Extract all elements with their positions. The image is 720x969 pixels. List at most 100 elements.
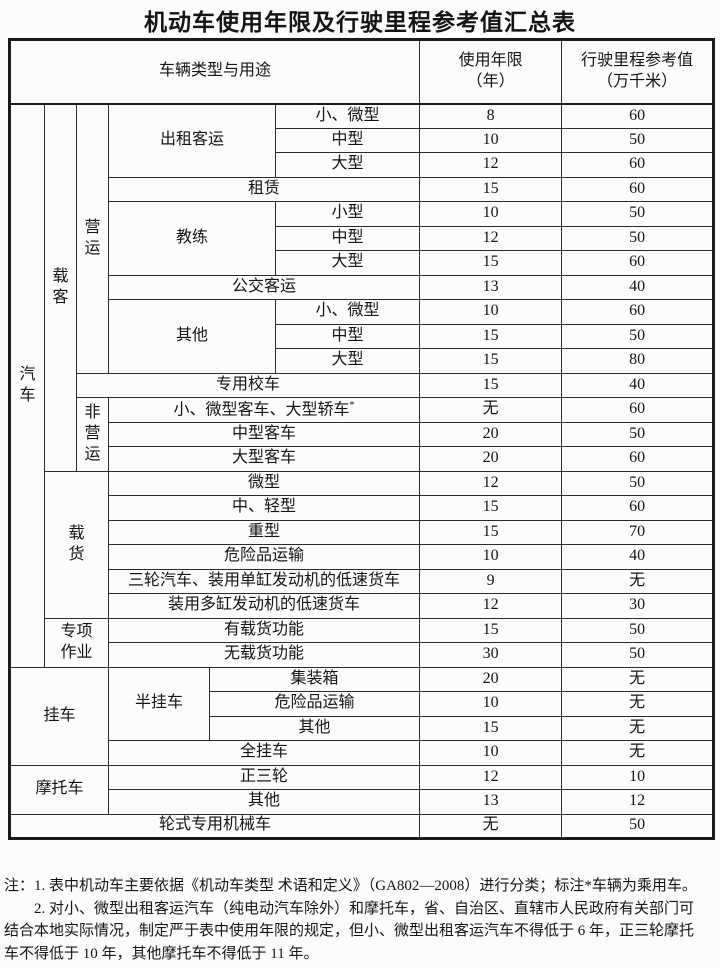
footnote-line: 2. 对小、微型出租客运汽车（纯电动汽车除外）和摩托车，省、自治区、直辖市人民政… (34, 900, 695, 917)
page-title: 机动车使用年限及行驶里程参考值汇总表 (144, 10, 576, 35)
cell-category-label: 三轮汽车、装用单缸发动机的低速货车 (107, 568, 421, 594)
table-row: 挂车 半挂车 集装箱 20 无 (9, 666, 715, 766)
cell-mileage-value: 50 (561, 127, 715, 153)
cell-category-label: 载 客 (44, 103, 77, 472)
cell-mileage-value: 无 (561, 666, 715, 692)
cell-years-value: 15 (419, 348, 563, 374)
cell-category-label: 非 营 运 (76, 397, 109, 472)
vehicle-life-mileage-table: 车辆类型与用途 使用年限 （年） 行驶里程参考值 （万千米） 汽 车载 客营 运… (8, 38, 716, 840)
table-row: 其他 小、微型 10 60 (10, 299, 715, 374)
cell-mileage-value: 60 (561, 176, 715, 202)
cell-years-value: 20 (419, 421, 563, 447)
table-row: 中型 15 50 (10, 323, 715, 349)
table-row: 全挂车 10 无 (10, 740, 715, 766)
cell-category-label: 其他 (107, 789, 421, 815)
table-row: 专项 作业 有载货功能 15 50 (10, 617, 715, 668)
cell-mileage-value: 50 (561, 323, 715, 349)
cell-years-value: 15 (419, 176, 563, 202)
cell-mileage-value: 10 (561, 764, 715, 790)
cell-category-label: 小、微型 (274, 299, 421, 325)
cell-years-value: 10 (419, 201, 563, 227)
cell-years-value: 12 (419, 152, 563, 178)
cell-mileage-value: 无 (561, 715, 715, 741)
footnote-line: 结合本地实际情况，制定严于表中使用年限的规定，但小、微型出租客运汽车不得低于 6… (4, 923, 695, 939)
cell-years-value: 10 (419, 544, 563, 570)
footnote-line: 车不得低于 10 年，其他摩托车不得低于 11 年。 (4, 945, 319, 962)
cell-category-label: 半挂车 (108, 666, 210, 741)
table-row: 中型客车 20 50 (10, 421, 715, 447)
table-row: 专用校车 15 40 (10, 372, 715, 398)
cell-years-value: 无 (419, 397, 563, 423)
table-row: 装用多缸发动机的低速货车 12 30 (10, 593, 715, 619)
header-service-years: 使用年限 （年） (419, 39, 563, 105)
table-row: 危险品运输 10 无 (10, 691, 715, 717)
cell-years-value: 15 (419, 519, 563, 545)
cell-mileage-value: 40 (561, 544, 715, 570)
cell-years-value: 15 (419, 617, 563, 643)
table-row: 重型 15 70 (10, 519, 715, 545)
cell-mileage-value: 70 (561, 519, 715, 545)
cell-mileage-value: 50 (561, 225, 715, 251)
cell-years-value: 8 (419, 103, 563, 129)
table-row: 三轮汽车、装用单缸发动机的低速货车 9 无 (10, 568, 715, 594)
cell-category-label: 大型 (274, 250, 421, 276)
cell-category-label: 中型 (274, 323, 421, 349)
table-header-row: 车辆类型与用途 使用年限 （年） 行驶里程参考值 （万千米） (8, 39, 715, 105)
cell-mileage-value: 50 (561, 470, 715, 496)
cell-years-value: 12 (419, 225, 563, 251)
table-row: 大型客车 20 60 (10, 446, 715, 472)
table-row: 非 营 运小、微型客车、大型轿车* 无 60 (10, 397, 715, 472)
cell-mileage-value: 60 (561, 103, 715, 129)
cell-mileage-value: 80 (561, 348, 715, 374)
cell-category-label: 微型 (107, 470, 421, 496)
cell-category-label: 教练 (108, 201, 276, 276)
cell-category-label: 租赁 (107, 176, 421, 202)
cell-years-value: 10 (419, 691, 563, 717)
footnote-line: 注：1. 表中机动车主要依据《机动车类型 术语和定义》（GA802—2008）进… (4, 878, 697, 894)
table-row: 租赁 15 60 (10, 176, 715, 202)
table-row: 中型 10 50 (10, 127, 715, 153)
table-row: 危险品运输 10 40 (10, 544, 715, 570)
cell-years-value: 12 (419, 593, 563, 619)
cell-category-label: 摩托车 (9, 764, 109, 815)
cell-category-label: 大型 (274, 152, 421, 178)
cell-years-value: 15 (419, 323, 563, 349)
cell-category-label: 中型客车 (107, 421, 421, 447)
cell-mileage-value: 60 (561, 397, 715, 423)
cell-category-label: 中、轻型 (107, 495, 421, 521)
table-row: 中型 12 50 (10, 225, 715, 251)
cell-mileage-value: 无 (561, 568, 715, 594)
cell-category-label: 大型 (274, 348, 421, 374)
cell-category-label: 专用校车 (75, 372, 421, 398)
cell-category-label: 集装箱 (208, 666, 421, 692)
cell-category-label: 大型客车 (107, 446, 421, 472)
cell-category-label: 专项 作业 (44, 617, 109, 668)
table-row: 轮式专用机械车无 50 (8, 813, 715, 839)
table-row: 公交客运 13 40 (10, 274, 715, 300)
table-row: 载 货微型 12 50 (10, 470, 715, 619)
cell-years-value: 30 (419, 642, 563, 668)
cell-mileage-value: 40 (561, 372, 715, 398)
cell-mileage-value: 无 (561, 740, 715, 766)
table-row: 汽 车载 客营 运出租客运 小、微型 8 60 (9, 103, 715, 668)
cell-mileage-value: 60 (561, 250, 715, 276)
cell-years-value: 15 (419, 715, 563, 741)
cell-years-value: 无 (419, 813, 563, 839)
cell-mileage-value: 40 (561, 274, 715, 300)
cell-category-label: 装用多缸发动机的低速货车 (107, 593, 421, 619)
cell-category-label: 危险品运输 (208, 691, 421, 717)
cell-mileage-value: 30 (561, 593, 715, 619)
cell-years-value: 10 (419, 740, 563, 766)
cell-years-value: 13 (419, 274, 563, 300)
table-row: 教练 小型 10 50 (10, 201, 715, 276)
header-vehicle-type: 车辆类型与用途 (8, 39, 421, 105)
cell-category-label: 汽 车 (9, 103, 45, 668)
cell-category-label: 重型 (107, 519, 421, 545)
cell-years-value: 9 (419, 568, 563, 594)
cell-category-label: 其他 (108, 299, 276, 374)
cell-mileage-value: 50 (561, 201, 715, 227)
cell-category-label: 危险品运输 (107, 544, 421, 570)
cell-category-label: 小、微型客车、大型轿车* (107, 397, 421, 423)
cell-mileage-value: 60 (561, 446, 715, 472)
cell-years-value: 15 (419, 250, 563, 276)
